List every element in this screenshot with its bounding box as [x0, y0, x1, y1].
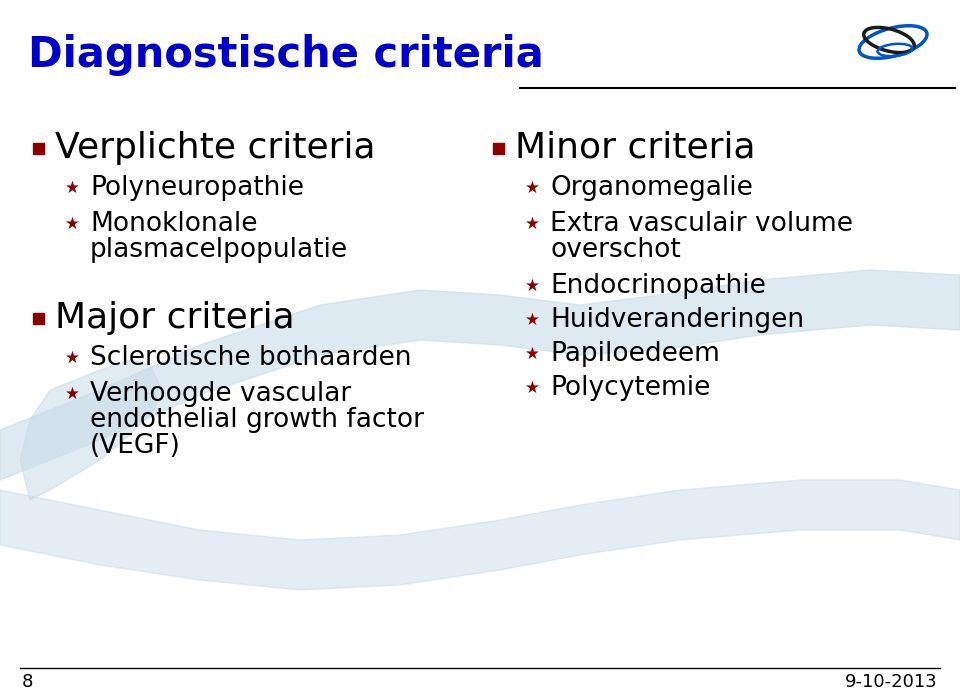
Polygon shape	[20, 360, 160, 500]
FancyBboxPatch shape	[33, 143, 43, 153]
Text: ★: ★	[64, 215, 80, 233]
Text: Minor criteria: Minor criteria	[515, 131, 756, 165]
Text: Organomegalie: Organomegalie	[550, 175, 753, 201]
Text: ★: ★	[524, 345, 540, 363]
Text: Extra vasculair volume: Extra vasculair volume	[550, 211, 853, 237]
Text: 9-10-2013: 9-10-2013	[845, 673, 938, 691]
Text: Sclerotische bothaarden: Sclerotische bothaarden	[90, 345, 412, 371]
Text: overschot: overschot	[550, 237, 681, 263]
Text: ★: ★	[524, 277, 540, 295]
Text: ★: ★	[524, 311, 540, 329]
Text: endothelial growth factor: endothelial growth factor	[90, 407, 424, 433]
FancyBboxPatch shape	[33, 312, 43, 323]
Text: Verhoogde vascular: Verhoogde vascular	[90, 381, 351, 407]
Polygon shape	[0, 270, 960, 480]
Text: Diagnostische criteria: Diagnostische criteria	[28, 34, 543, 76]
Text: 8: 8	[22, 673, 34, 691]
Text: (VEGF): (VEGF)	[90, 433, 180, 459]
Text: Polyneuropathie: Polyneuropathie	[90, 175, 304, 201]
Text: Verplichte criteria: Verplichte criteria	[55, 131, 375, 165]
Text: ★: ★	[524, 179, 540, 197]
Text: ★: ★	[64, 385, 80, 403]
Text: Papiloedeem: Papiloedeem	[550, 341, 720, 367]
Text: Major criteria: Major criteria	[55, 301, 295, 335]
Text: ★: ★	[524, 379, 540, 397]
Text: Polycytemie: Polycytemie	[550, 375, 710, 401]
Text: plasmacelpopulatie: plasmacelpopulatie	[90, 237, 348, 263]
Text: Monoklonale: Monoklonale	[90, 211, 257, 237]
FancyBboxPatch shape	[492, 143, 503, 153]
Text: ★: ★	[524, 215, 540, 233]
Text: Endocrinopathie: Endocrinopathie	[550, 273, 766, 299]
Polygon shape	[0, 480, 960, 590]
Text: Huidveranderingen: Huidveranderingen	[550, 307, 804, 333]
Text: ★: ★	[64, 349, 80, 367]
Text: ★: ★	[64, 179, 80, 197]
